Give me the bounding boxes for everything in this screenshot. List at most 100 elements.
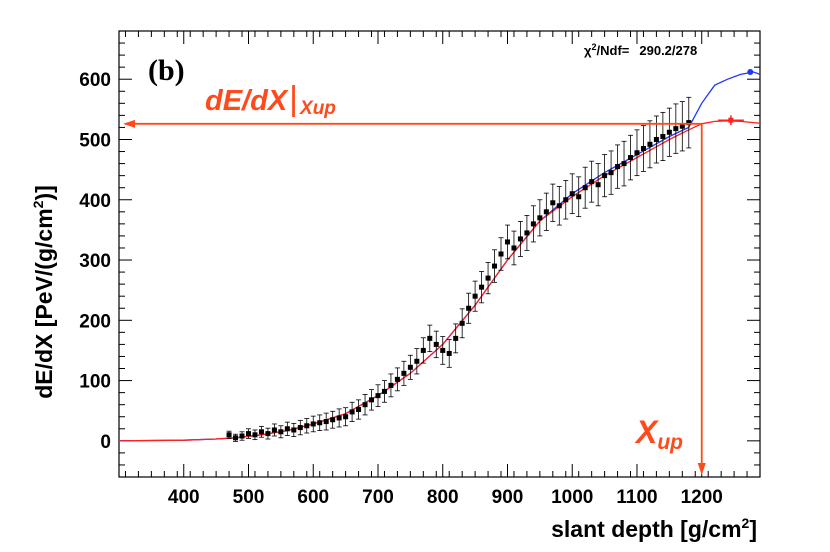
data-point xyxy=(440,347,446,353)
y-tick-label: 600 xyxy=(79,70,111,91)
red-endpoint-point xyxy=(728,117,734,123)
data-point xyxy=(595,182,601,188)
data-point xyxy=(498,251,504,257)
data-point xyxy=(381,388,387,394)
blue-fit-curve xyxy=(118,71,761,442)
dedx-annotation-main: dE/dX xyxy=(205,85,289,117)
data-point xyxy=(265,431,271,437)
data-point xyxy=(394,376,400,382)
data-point xyxy=(543,209,549,215)
data-point xyxy=(673,126,679,132)
chi2-prefix: χ xyxy=(584,43,592,58)
y-tick-label: 400 xyxy=(79,191,111,212)
plot-frame xyxy=(118,30,761,478)
data-point xyxy=(323,419,329,425)
data-point xyxy=(666,129,672,135)
data-point xyxy=(284,426,290,432)
x-tick-label: 1000 xyxy=(551,487,593,508)
y-axis-title-main: dE/dX [PeV/(g/cm xyxy=(31,208,57,398)
chi2-sup: 2 xyxy=(591,42,596,52)
data-point xyxy=(356,406,362,412)
dedx-arrow-head xyxy=(123,119,135,128)
data-point xyxy=(524,230,530,236)
y-axis-title-sup: 2 xyxy=(30,200,46,208)
data-point xyxy=(653,136,659,142)
fit-curves-group xyxy=(118,71,761,442)
data-point xyxy=(433,341,439,347)
data-point xyxy=(420,347,426,353)
data-point xyxy=(472,293,478,299)
data-point xyxy=(258,429,264,435)
xup-annotation-sub: up xyxy=(657,431,683,454)
data-point xyxy=(453,335,459,341)
xup-annotation-main: X xyxy=(634,414,659,450)
data-point xyxy=(336,415,342,421)
data-point xyxy=(582,185,588,191)
data-point xyxy=(621,161,627,167)
x-tick-label: 900 xyxy=(492,487,524,508)
y-axis-title-end: )] xyxy=(31,185,57,200)
data-point xyxy=(647,141,653,147)
data-point xyxy=(239,433,245,439)
x-tick-label: 1100 xyxy=(616,487,657,508)
x-tick-label: 800 xyxy=(427,487,459,508)
data-point xyxy=(252,432,258,438)
data-point xyxy=(511,245,517,251)
data-point xyxy=(485,275,491,281)
x-tick-label: 500 xyxy=(233,487,265,508)
chi2-suffix: /Ndf= xyxy=(597,43,630,58)
blue-endpoint-point xyxy=(747,68,754,75)
tick-labels-group: 400 500 600 700 800 900 1000 1100 1200 0 100 200 300… xyxy=(79,70,723,508)
data-point xyxy=(427,335,433,341)
x-tick-label: 1200 xyxy=(681,487,723,508)
data-point xyxy=(517,236,523,242)
chi2-stat: χ2/Ndf= 290.2/278 xyxy=(584,42,697,58)
data-point xyxy=(660,133,666,139)
data-point xyxy=(369,397,375,403)
data-point xyxy=(492,263,498,269)
data-point xyxy=(446,350,452,356)
data-point xyxy=(550,200,556,206)
y-tick-label: 300 xyxy=(79,251,111,272)
panel-label: (b) xyxy=(148,54,185,87)
x-axis-title-end: ] xyxy=(749,516,757,542)
data-point xyxy=(233,435,239,441)
x-axis-title-sup: 2 xyxy=(742,515,750,531)
xup-arrow-head xyxy=(697,463,706,475)
dedx-annotation-bar: | xyxy=(289,80,298,118)
data-point xyxy=(466,305,472,311)
data-point xyxy=(304,423,310,429)
dedx-annotation-sub: Xup xyxy=(299,98,336,119)
data-point xyxy=(291,427,297,433)
dedx-annotation: dE/dX| Xup xyxy=(205,80,336,119)
data-point xyxy=(317,420,323,426)
data-point xyxy=(245,431,251,437)
data-point xyxy=(388,382,394,388)
plot-frame-group xyxy=(118,30,761,478)
y-tick-label: 200 xyxy=(79,311,111,332)
data-point xyxy=(634,150,640,156)
x-tick-label: 600 xyxy=(297,487,329,508)
data-point xyxy=(297,425,303,431)
data-point xyxy=(271,427,277,433)
data-point xyxy=(278,429,284,435)
y-tick-label: 500 xyxy=(79,130,111,151)
data-point xyxy=(479,284,485,290)
data-point xyxy=(563,197,569,203)
data-point xyxy=(556,203,562,209)
data-points-group xyxy=(226,68,754,442)
data-point xyxy=(628,155,634,161)
data-point xyxy=(362,402,368,408)
annotations-group xyxy=(123,119,706,475)
data-point xyxy=(459,320,465,326)
data-point xyxy=(330,417,336,423)
chi2-value: 290.2/278 xyxy=(639,43,697,58)
data-point xyxy=(414,358,420,364)
data-point xyxy=(608,170,614,176)
data-point xyxy=(589,179,595,185)
x-tick-label: 700 xyxy=(362,487,394,508)
data-point xyxy=(530,221,536,227)
data-point xyxy=(569,191,575,197)
data-point xyxy=(349,409,355,415)
